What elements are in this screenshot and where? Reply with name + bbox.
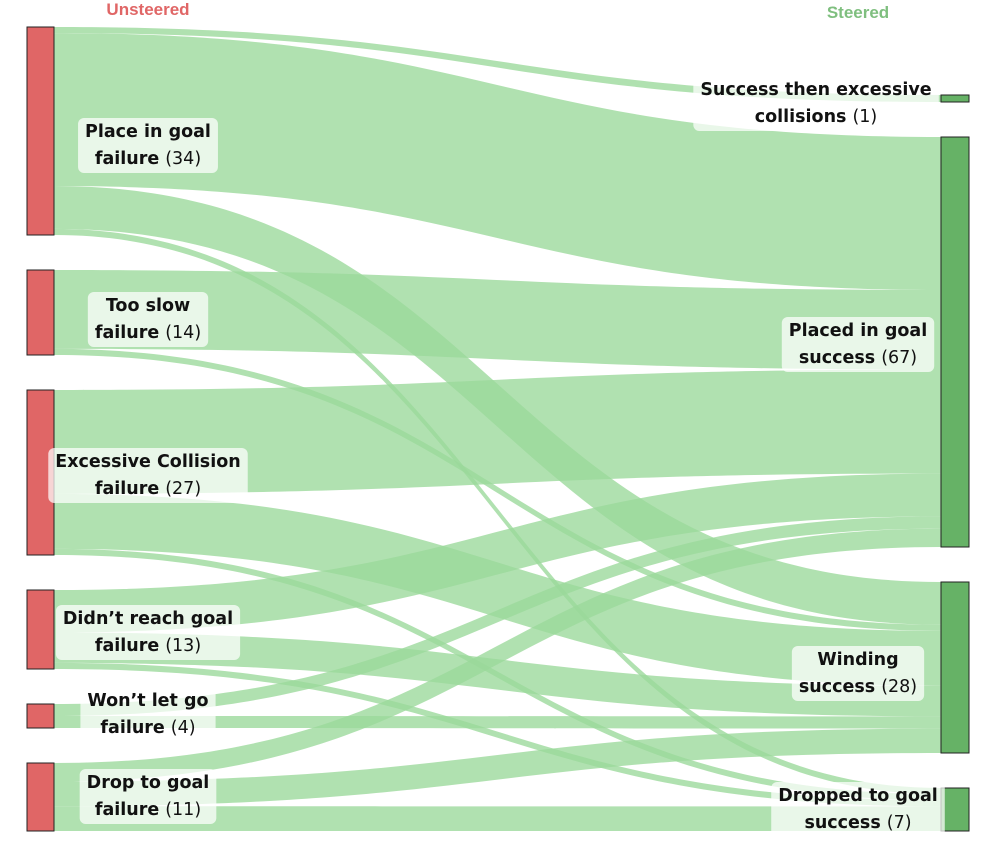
flow-place-to-s_placed: [54, 33, 941, 290]
target-label-bg: [693, 76, 939, 131]
source-label-line2: failure (13): [95, 636, 201, 656]
flow-collision-to-s_winding: [54, 493, 941, 686]
source-label-bg: [87, 292, 209, 347]
source-label-line1: Excessive Collision: [55, 452, 240, 472]
source-label-bg: [48, 448, 248, 503]
nodes: [26, 26, 970, 832]
flow-reach-to-s_dropped: [54, 662, 941, 807]
source-label-count: (27): [165, 479, 201, 499]
flow-reach-to-s_winding: [54, 632, 941, 717]
source-label-reach: Didn’t reach goal failure (13): [55, 605, 241, 660]
flow-letgo-to-s_winding: [54, 716, 941, 729]
source-label-line2: failure (34): [95, 149, 201, 169]
target-label-kind: success: [804, 813, 880, 833]
source-label-kind: failure: [95, 636, 160, 656]
target-node-s_collide: [940, 94, 970, 103]
target-label-s_collide: Success then excessive collisions (1): [693, 76, 939, 131]
target-label-line2: success (7): [804, 813, 911, 833]
source-label-place: Place in goal failure (34): [78, 118, 218, 173]
target-label-s_dropped: Dropped to goal success (7): [771, 782, 945, 837]
source-label-bg: [55, 605, 241, 660]
flow-letgo-to-s_placed: [54, 516, 941, 716]
source-label-line1: Didn’t reach goal: [63, 609, 233, 629]
target-label-line1: Success then excessive: [700, 80, 931, 100]
target-label-count: (1): [852, 107, 877, 127]
source-label-line1: Won’t let go: [87, 691, 208, 711]
target-label-s_placed: Placed in goal success (67): [781, 317, 935, 372]
source-label-bg: [78, 118, 218, 173]
source-label-line1: Drop to goal: [87, 773, 210, 793]
target-node-s_winding: [940, 581, 970, 754]
source-label-line2: failure (11): [95, 800, 201, 820]
target-label-bg: [781, 317, 935, 372]
source-label-count: (34): [165, 149, 201, 169]
source-label-line2: failure (4): [100, 718, 195, 738]
target-label-bg: [771, 782, 945, 837]
flow-drop-to-s_winding: [54, 728, 941, 807]
source-label-count: (11): [165, 800, 201, 820]
source-label-line1: Too slow: [106, 296, 190, 316]
source-label-line1: Place in goal: [85, 122, 211, 142]
source-label-line2: failure (27): [95, 479, 201, 499]
source-node-place: [26, 26, 55, 236]
source-label-bg: [80, 687, 216, 742]
flow-reach-to-s_placed: [54, 473, 941, 633]
source-label-line2: failure (14): [95, 323, 201, 343]
source-node-reach: [26, 589, 55, 670]
target-label-bg: [791, 646, 925, 701]
target-label-line1: Placed in goal: [789, 321, 927, 341]
flow-place-to-s_dropped: [54, 228, 941, 795]
source-node-slow: [26, 269, 55, 356]
target-label-count: (7): [887, 813, 912, 833]
target-label-line2: success (67): [799, 348, 917, 368]
target-node-s_dropped: [940, 787, 970, 832]
source-label-count: (13): [165, 636, 201, 656]
source-label-kind: failure: [95, 800, 160, 820]
flow-drop-to-s_dropped: [54, 806, 941, 831]
left-column-title: Unsteered: [106, 0, 189, 19]
source-label-bg: [79, 769, 217, 824]
flow-place-to-s_collide: [54, 27, 941, 102]
source-node-letgo: [26, 703, 55, 729]
flow-slow-to-s_winding: [54, 348, 941, 631]
source-label-collision: Excessive Collision failure (27): [48, 448, 248, 503]
source-label-slow: Too slow failure (14): [87, 292, 209, 347]
source-node-drop: [26, 762, 55, 832]
target-node-s_placed: [940, 136, 970, 548]
source-label-count: (14): [165, 323, 201, 343]
target-label-line1: Dropped to goal: [778, 786, 938, 806]
target-label-line1: Winding: [817, 650, 898, 670]
target-label-kind: success: [799, 348, 875, 368]
source-label-count: (4): [171, 718, 196, 738]
source-label-drop: Drop to goal failure (11): [79, 769, 217, 824]
flow-drop-to-s_placed: [54, 528, 941, 782]
target-label-s_winding: Winding success (28): [791, 646, 925, 701]
source-label-kind: failure: [95, 479, 160, 499]
source-label-kind: failure: [95, 149, 160, 169]
source-label-kind: failure: [100, 718, 165, 738]
source-label-kind: failure: [95, 323, 160, 343]
target-label-count: (67): [881, 348, 917, 368]
target-label-kind: success: [799, 677, 875, 697]
flow-links: [54, 27, 941, 831]
right-column-title: Steered: [827, 3, 889, 22]
flow-slow-to-s_placed: [54, 270, 941, 370]
target-label-line2: collisions (1): [755, 107, 878, 127]
source-label-letgo: Won’t let go failure (4): [80, 687, 216, 742]
target-label-line2: success (28): [799, 677, 917, 697]
target-label-kind: collisions: [755, 107, 847, 127]
target-label-count: (28): [881, 677, 917, 697]
flow-collision-to-s_placed: [54, 369, 941, 494]
